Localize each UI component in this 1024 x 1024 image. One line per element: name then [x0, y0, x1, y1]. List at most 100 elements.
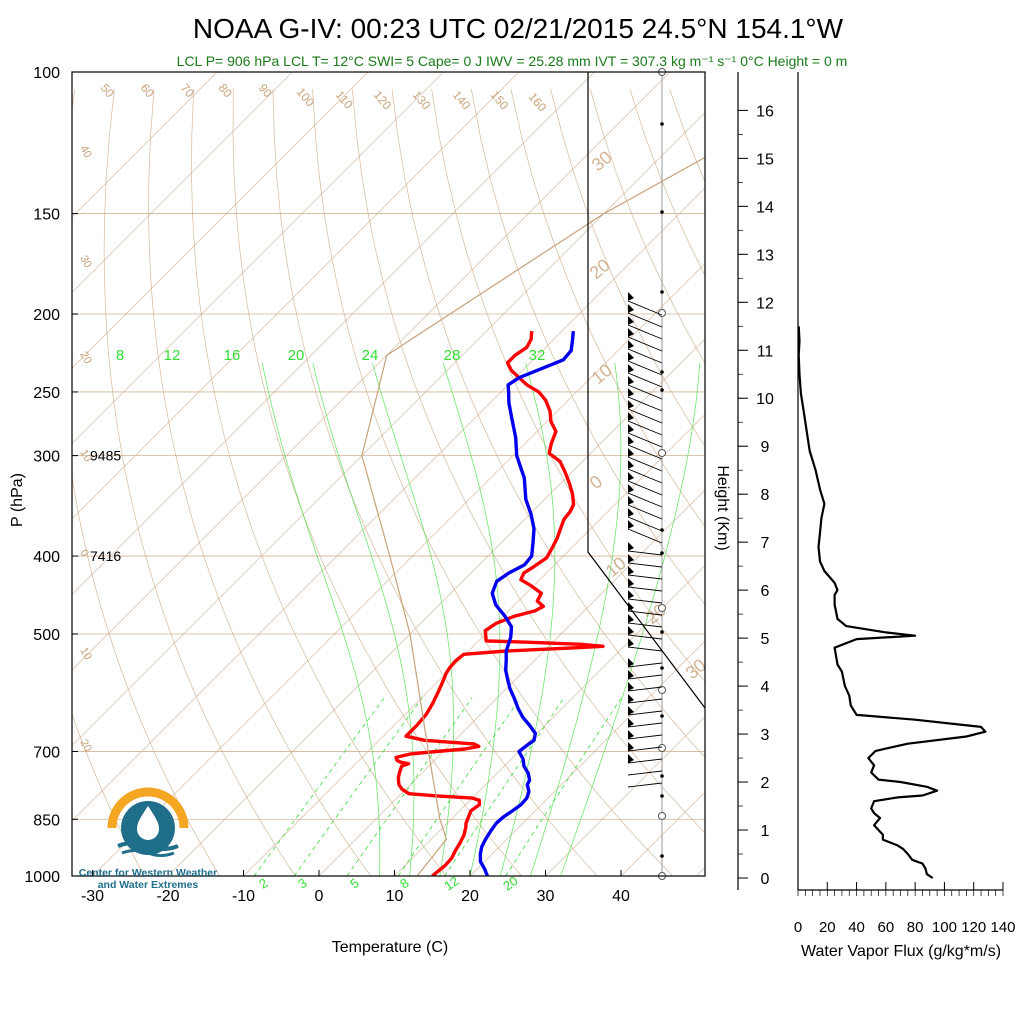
isotherm-label: 50: [98, 81, 118, 100]
mixing-ratio-line: [253, 697, 385, 876]
station-dot-marker: [660, 370, 664, 374]
flux-x-tick-label: 20: [819, 919, 836, 936]
logo-wave-2: [121, 849, 175, 857]
station-dot-marker: [660, 290, 664, 294]
wind-barb-staff: [627, 504, 663, 520]
dry-adiabat-line: [191, 88, 447, 876]
station-dot-marker: [660, 794, 664, 798]
wind-barb-staff: [627, 348, 663, 364]
height-tick-label: 4: [761, 679, 770, 696]
wind-barb-flag: [628, 352, 634, 361]
geopotential-height-label: 9485: [90, 448, 121, 464]
isotherm-line: [545, 716, 705, 876]
adiabat-value-label: 30: [588, 147, 616, 175]
wind-barb-staff: [627, 456, 663, 472]
wind-barb-staff: [627, 300, 663, 316]
y-tick-label: 500: [33, 627, 60, 644]
skew-t-series: [361, 156, 705, 876]
wind-barb-flag: [628, 754, 634, 763]
wind-barb-flag: [628, 412, 634, 421]
wind-barb-flag: [628, 682, 634, 691]
moist-adiabat-line: [372, 362, 454, 876]
mixing-ratio-label: 2: [256, 875, 271, 891]
x-tick-label: -20: [156, 888, 179, 905]
moist-adiabat-line: [261, 362, 381, 876]
x-tick-label: 30: [537, 888, 555, 905]
wind-barb-flag: [628, 742, 634, 751]
dry-adiabat-line: [72, 88, 221, 876]
mixing-ratio-label: 12: [441, 873, 461, 894]
flux-x-tick-label: 100: [932, 919, 957, 936]
flux-series: [797, 326, 987, 879]
cw3e-logo: Center for Western Weather and Water Ext…: [79, 787, 217, 891]
isotherm-label: 150: [488, 88, 512, 113]
station-dot-marker: [660, 388, 664, 392]
isotherm-label: 90: [256, 81, 276, 100]
station-ring-marker: [658, 812, 666, 820]
geopotential-height-label: 7416: [90, 548, 121, 564]
station-ring-marker: [658, 309, 666, 317]
height-tick-label: 8: [761, 487, 770, 504]
y-tick-label: 200: [33, 307, 60, 324]
wind-barb-staff: [627, 360, 663, 376]
y-tick-label: 700: [33, 744, 60, 761]
height-tick-label: 6: [761, 583, 770, 600]
isotherm-line: [243, 414, 705, 876]
wind-barb-staff: [627, 480, 663, 496]
wind-barb-staff: [627, 432, 663, 448]
skew-region-border: [587, 72, 706, 709]
y-tick-label: 300: [33, 449, 60, 466]
dry-adiabat-line: [510, 88, 705, 528]
x-tick-label: 10: [386, 888, 404, 905]
chart-title: NOAA G-IV: 00:23 UTC 02/21/2015 24.5°N 1…: [193, 13, 844, 44]
station-dot-marker: [660, 714, 664, 718]
isotherm-label: 160: [526, 90, 550, 115]
wind-barb-flag: [628, 364, 634, 373]
station-dot-marker: [660, 210, 664, 214]
isotherm-line: [72, 72, 293, 293]
station-ring-marker: [658, 744, 666, 752]
height-tick-label: 1: [761, 823, 770, 840]
isotherm-label: 60: [138, 81, 158, 100]
skew-t-axes: -30 -20 -10 0 10 20 30 401001502002503004005007…: [24, 65, 706, 905]
height-tick-label: 11: [757, 343, 774, 360]
wind-barb-staff: [627, 782, 663, 788]
station-dot-marker: [660, 774, 664, 778]
wind-barb-flag: [628, 566, 634, 575]
skew-t-ylabel: P (hPa): [9, 473, 26, 527]
y-tick-label: 150: [33, 207, 60, 224]
wind-barb-staff: [627, 722, 663, 728]
theta-label: 0: [77, 548, 90, 559]
dry-adiabat-line: [103, 88, 296, 876]
wind-barb-staff: [627, 468, 663, 484]
wind-barb-staff: [627, 324, 663, 340]
mixing-ratio-label: 5: [347, 875, 362, 891]
wind-barb-flag: [628, 602, 634, 611]
mixing-ratio-line: [505, 697, 622, 876]
height-tick-label: 14: [756, 199, 774, 216]
wind-barb-flag: [628, 694, 634, 703]
wind-barb-flag: [628, 670, 634, 679]
dry-adiabat-line: [868, 89, 1024, 893]
dry-adiabat-line: [391, 88, 705, 758]
wind-barb-staff: [627, 686, 663, 692]
wind-barb-staff: [627, 492, 663, 508]
station-dot-marker: [660, 630, 664, 634]
height-tick-label: 10: [756, 391, 774, 408]
dry-adiabat-line: [232, 88, 523, 876]
x-tick-label: -30: [81, 888, 104, 905]
isotherm-line: [72, 72, 671, 671]
wind-barb-staff: [627, 662, 663, 668]
skew-t-frame: [71, 71, 706, 877]
wind-barb-staff: [627, 758, 663, 764]
skew-t-grid: [72, 72, 1024, 893]
wind-barb-staff: [627, 646, 663, 652]
wind-barb-flag: [628, 638, 634, 647]
wind-barbs: [627, 68, 666, 880]
isotherm-line: [620, 791, 705, 876]
adiabat-value-label: 30: [682, 655, 710, 683]
flux-x-tick-label: 40: [848, 919, 865, 936]
wind-barb-staff: [627, 746, 663, 752]
y-tick-label: 100: [33, 65, 60, 82]
